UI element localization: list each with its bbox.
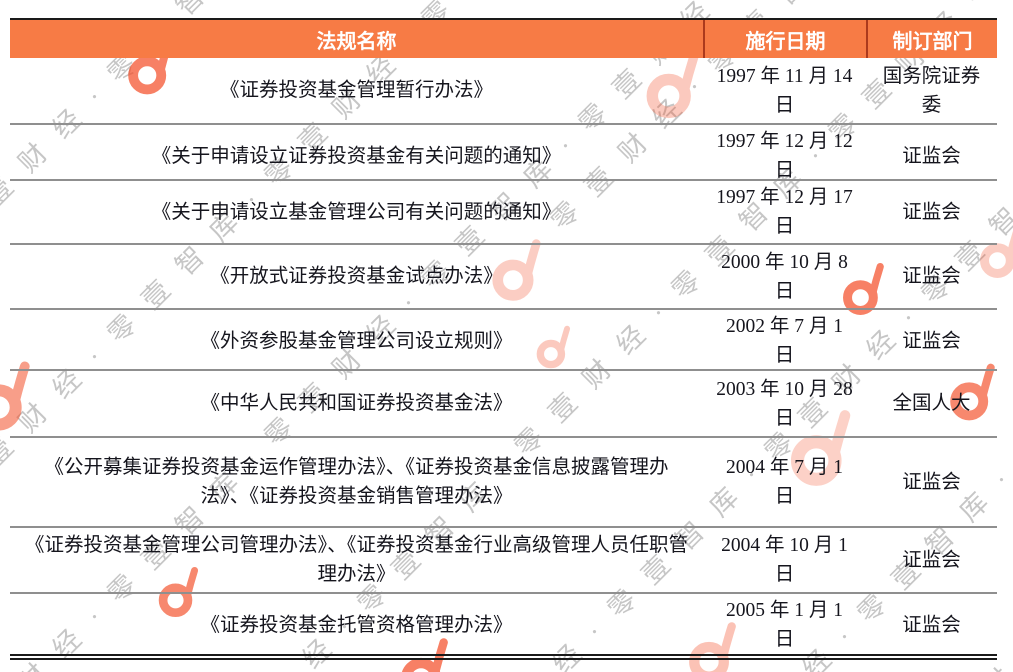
table-header-row: 法规名称 施行日期 制订部门 <box>10 20 997 58</box>
table-row: 《证券投资基金管理暂行办法》 1997 年 11 月 14 日国务院证券委 <box>10 58 997 123</box>
table-row: 《证券投资基金管理公司管理办法》、《证券投资基金行业高级管理人员任职管理办法》 2… <box>10 526 997 592</box>
issuing-department-text: 证监会 <box>902 549 961 571</box>
table-row: 《公开募集证券投资基金运作管理办法》、《证券投资基金信息披露管理办法》、《证券投… <box>10 436 997 526</box>
effective-date-text: 1997 年 11 月 14 日 <box>716 65 853 116</box>
issuing-department-cell: 证监会 <box>866 438 997 526</box>
table-body: 《证券投资基金管理暂行办法》 1997 年 11 月 14 日国务院证券委《关于申请… <box>10 58 997 654</box>
issuing-department-cell: 国务院证券委 <box>866 58 997 123</box>
issuing-department-cell: 证监会 <box>866 310 997 372</box>
issuing-department-cell: 证监会 <box>866 528 997 592</box>
effective-date-text: 2003 年 10 月 28 日 <box>716 378 853 429</box>
regulation-name-cell: 《开放式证券投资基金试点办法》 <box>210 266 503 287</box>
table-row: 《证券投资基金托管资格管理办法》 2005 年 1 月 1 日 证监会 <box>10 592 997 654</box>
issuing-department-text: 证监会 <box>902 330 961 352</box>
table-row: 《开放式证券投资基金试点办法》 2000 年 10 月 8 日 证监会 <box>10 243 997 308</box>
issuing-department-text: 证监会 <box>902 266 961 287</box>
issuing-department-text: 证监会 <box>902 471 961 493</box>
table-row: 《外资参股基金管理公司设立规则》 2002 年 7 月 1 日 证监会 <box>10 308 997 369</box>
issuing-department-text: 全国人大 <box>892 393 971 414</box>
column-header-issuing-department: 制订部门 <box>866 20 997 58</box>
regulation-name-cell: 《证券投资基金托管资格管理办法》 <box>200 614 513 636</box>
table-row: 《中华人民共和国证券投资基金法》 2003 年 10 月 28 日 全国人大 <box>10 369 997 436</box>
issuing-department-cell: 证监会 <box>866 181 997 243</box>
issuing-department-cell: 全国人大 <box>866 371 997 436</box>
regulation-name-cell: 《关于申请设立证券投资基金有关问题的通知》 <box>151 145 562 167</box>
table-row: 《关于申请设立基金管理公司有关问题的通知》 1997 年 12 月 17 日 证监会 <box>10 179 997 243</box>
issuing-department-cell: 证监会 <box>866 594 997 656</box>
issuing-department-text: 证监会 <box>902 145 961 167</box>
issuing-department-cell: 证监会 <box>866 125 997 187</box>
issuing-department-cell: 证监会 <box>866 245 997 308</box>
regulation-name-cell: 《关于申请设立基金管理公司有关问题的通知》 <box>151 201 562 223</box>
effective-date-cell: 1997 年 11 月 14 日 <box>703 58 866 123</box>
effective-date-text: 1997 年 12 月 12 日 <box>716 131 853 181</box>
regulation-name-cell: 《证券投资基金管理公司管理办法》、《证券投资基金行业高级管理人员任职管理办法》 <box>24 535 688 585</box>
regulation-table: 法规名称 施行日期 制订部门 《证券投资基金管理暂行办法》 1997 年 11 月… <box>10 18 997 660</box>
regulation-name-cell: 《证券投资基金管理暂行办法》 <box>219 80 493 101</box>
column-header-regulation-name: 法规名称 <box>316 30 397 53</box>
column-header-effective-date: 施行日期 <box>703 20 866 58</box>
issuing-department-text: 证监会 <box>902 614 961 636</box>
effective-date-cell: 1997 年 12 月 12 日 <box>703 125 866 187</box>
regulation-name-cell: 《公开募集证券投资基金运作管理办法》、《证券投资基金信息披露管理办法》、《证券投… <box>44 457 669 507</box>
regulation-name-cell: 《中华人民共和国证券投资基金法》 <box>200 393 513 414</box>
issuing-department-text: 国务院证券委 <box>882 65 981 116</box>
effective-date-cell: 2003 年 10 月 28 日 <box>703 371 866 436</box>
effective-date-text: 1997 年 12 月 17 日 <box>716 187 853 237</box>
effective-date-cell: 1997 年 12 月 17 日 <box>703 181 866 243</box>
table-row: 《关于申请设立证券投资基金有关问题的通知》 1997 年 12 月 12 日 证监会 <box>10 123 997 181</box>
regulation-name-cell: 《外资参股基金管理公司设立规则》 <box>200 330 513 352</box>
issuing-department-text: 证监会 <box>902 201 961 223</box>
